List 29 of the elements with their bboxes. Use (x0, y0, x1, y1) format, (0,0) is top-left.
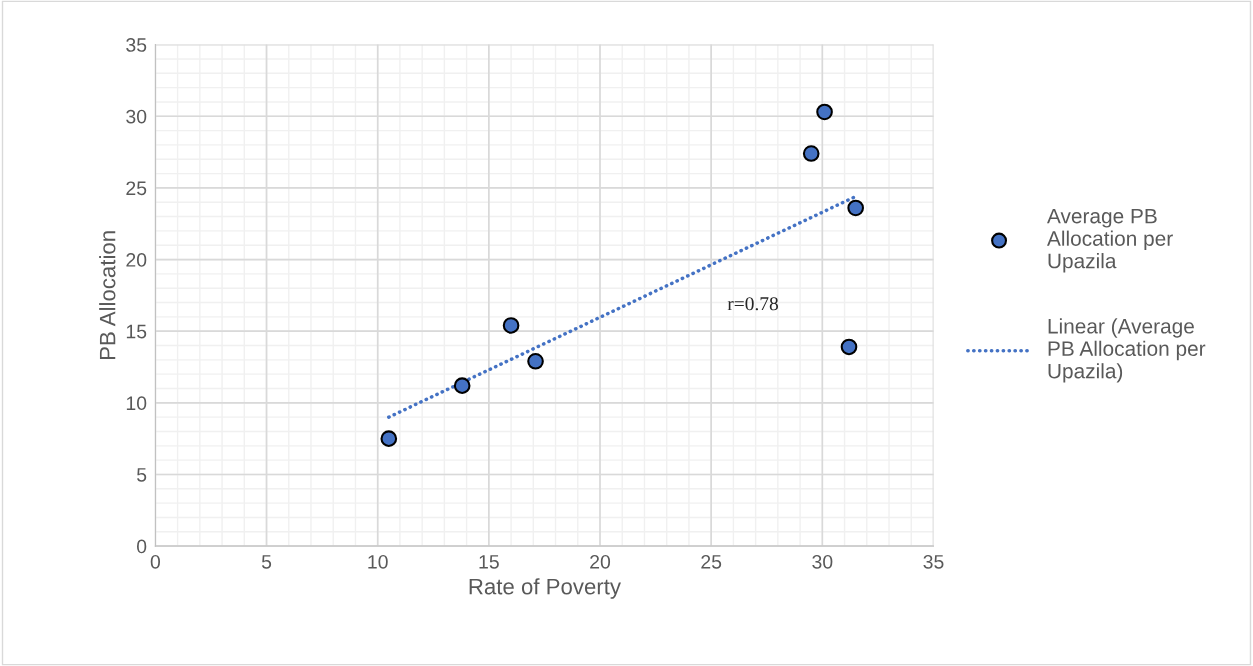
legend-label: Average PB Allocation per Upazila (1047, 208, 1173, 273)
x-tick-label: 10 (368, 554, 388, 569)
point (840, 338, 858, 356)
y-tick-label: 35 (126, 38, 147, 52)
y-tick-label: 25 (126, 181, 147, 196)
point (502, 317, 520, 334)
y-tick-label: 30 (126, 109, 147, 124)
x-tick-label: 0 (150, 554, 161, 569)
y-tick-label: 5 (137, 468, 147, 482)
x-tick-label: 25 (701, 554, 722, 569)
y-tick-label: 20 (126, 253, 147, 267)
point (816, 103, 833, 121)
x-tick-label: 35 (923, 554, 944, 569)
x-tick-label: 15 (479, 555, 499, 569)
y-axis-title: PB Allocation (99, 231, 116, 360)
y-tick-label: 10 (126, 396, 147, 411)
x-tick-label: 30 (812, 554, 833, 569)
point (527, 352, 544, 370)
y-tick-label: 0 (136, 539, 147, 554)
point (802, 145, 820, 162)
x-tick-label: 20 (590, 554, 611, 569)
point (380, 430, 398, 447)
x-tick-label: 5 (261, 555, 272, 569)
y-tick-label: 15 (126, 324, 147, 339)
x-axis-title: Rate of Poverty (469, 578, 621, 599)
point (847, 199, 864, 217)
legend-label: Linear (Average PB Allocation per Upazila) (1048, 318, 1206, 383)
annotation: r=0.78 (727, 297, 779, 311)
point (453, 377, 471, 394)
